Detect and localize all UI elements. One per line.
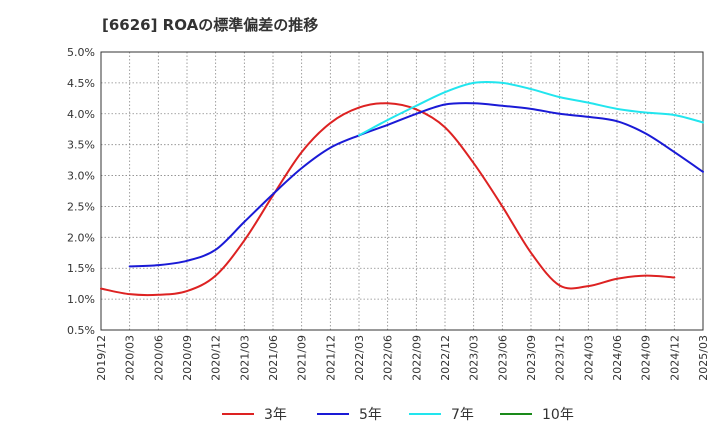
legend-label: 10年 — [542, 407, 574, 423]
x-axis-ticks: 2019/12 2020/03 2020/06 2020/09 2020/12 2021/… — [95, 335, 710, 381]
x-tick-label: 2021/09 — [296, 335, 309, 381]
x-tick-label: 2022/09 — [410, 335, 423, 381]
y-tick-label: 4.5% — [67, 77, 95, 90]
y-tick-label: 1.5% — [67, 262, 95, 275]
x-tick-label: 2022/12 — [439, 335, 452, 381]
x-tick-label: 2020/12 — [210, 335, 223, 381]
x-tick-label: 2023/03 — [468, 335, 481, 381]
y-tick-label: 3.0% — [67, 170, 95, 183]
y-axis-ticks: 0.5% 1.0% 1.5% 2.0% 2.5% 3.0% 3.5% 4.0% 4.5% 5.0% — [67, 46, 95, 337]
x-tick-label: 2022/06 — [382, 335, 395, 381]
grid-lines — [100, 51, 704, 331]
y-tick-label: 0.5% — [67, 324, 95, 337]
x-tick-label: 2024/12 — [668, 335, 681, 381]
x-tick-label: 2020/09 — [181, 335, 194, 381]
series-line-7年 — [358, 80, 704, 137]
plot-border — [100, 51, 704, 331]
legend-label: 3年 — [264, 407, 287, 423]
y-tick-label: 3.5% — [67, 139, 95, 152]
x-tick-label: 2019/12 — [95, 335, 108, 381]
x-tick-label: 2024/03 — [582, 335, 595, 381]
x-tick-label: 2020/06 — [152, 335, 165, 381]
series-layer — [100, 80, 704, 297]
x-tick-label: 2020/03 — [124, 335, 137, 381]
chart-title: [6626] ROAの標準偏差の推移 — [102, 16, 319, 34]
x-tick-label: 2023/09 — [525, 335, 538, 381]
x-tick-label: 2022/03 — [353, 335, 366, 381]
series-line-5年 — [128, 102, 704, 268]
x-tick-label: 2021/06 — [267, 335, 280, 381]
x-tick-label: 2023/12 — [554, 335, 567, 381]
y-tick-label: 2.0% — [67, 231, 95, 244]
x-tick-label: 2021/12 — [324, 335, 337, 381]
y-tick-label: 5.0% — [67, 46, 95, 59]
legend-label: 7年 — [451, 407, 474, 423]
y-tick-label: 2.5% — [67, 200, 95, 213]
y-tick-label: 4.0% — [67, 108, 95, 121]
x-tick-label: 2024/06 — [611, 335, 624, 381]
x-tick-label: 2021/03 — [238, 335, 251, 381]
x-tick-label: 2023/06 — [496, 335, 509, 381]
x-tick-label: 2025/03 — [697, 335, 710, 381]
x-tick-label: 2024/09 — [640, 335, 653, 381]
y-tick-label: 1.0% — [67, 293, 95, 306]
series-line-3年 — [100, 102, 676, 297]
legend-label: 5年 — [359, 407, 382, 423]
legend: 3年 5年 7年 10年 — [222, 407, 574, 423]
